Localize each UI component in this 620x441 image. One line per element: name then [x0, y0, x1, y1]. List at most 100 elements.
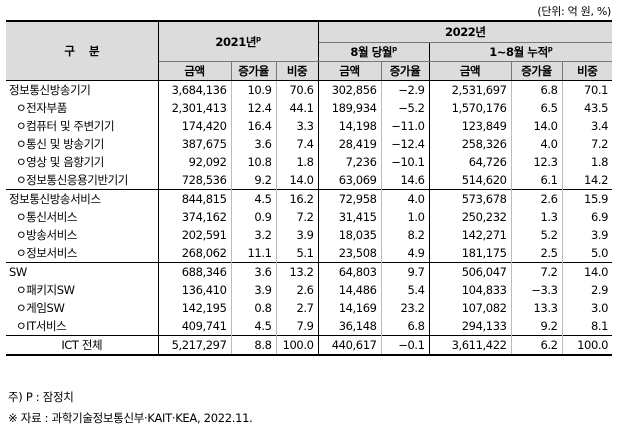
cell-gCum: 7.2: [511, 262, 563, 281]
cell-aCum: 573,678: [429, 189, 512, 208]
cell-sCum: 3.9: [590, 228, 609, 242]
total-cell-gCum: 6.2: [511, 335, 563, 356]
cell-gCum: 6.1: [511, 171, 563, 190]
cell-sCum: 2.9: [590, 283, 609, 297]
cell-aAug: 63,069: [318, 171, 382, 190]
cell-aAug: 302,856: [318, 80, 382, 99]
cell-s2021: 44.1: [276, 99, 319, 117]
cell-s2021: 2.6: [276, 281, 319, 299]
cell-gCum: 14.0: [511, 117, 563, 135]
unit-note: (단위: 억 원, %): [537, 5, 611, 18]
col-amount-aug: 금액: [318, 61, 382, 81]
header-2021: 2021년p: [158, 20, 319, 62]
table-row: ㅇ컴퓨터 및 주변기기 174,420 16.4 3.3 14,198 −11.0 123,…: [6, 117, 612, 135]
cell-a2021: 268,062: [158, 244, 232, 263]
cell-sCum: 5.0: [590, 246, 609, 260]
cell-sCum: 14.0: [562, 262, 613, 281]
cell-aAug: 18,035: [318, 226, 382, 244]
cell-gAug: 4.9: [381, 244, 430, 263]
cell-g2021: 0.9: [231, 208, 277, 226]
cell-s2021: 3.9: [276, 226, 319, 244]
cell-aAug: 23,508: [318, 244, 382, 263]
cell-s2021: 16.2: [276, 189, 319, 208]
cell-a2021: 202,591: [158, 226, 232, 244]
cell-a2021: 844,815: [158, 189, 232, 208]
cell-g2021: 4.5: [231, 189, 277, 208]
cell-sCum: 7.2: [590, 137, 609, 151]
cell-a2021: 3,684,136: [158, 80, 232, 99]
cell-aCum: 107,082: [429, 299, 512, 317]
table-row: ㅇ전자부품 2,301,413 12.4 44.1 189,934 −5.2 1,570,1…: [6, 99, 612, 117]
cell-sCum: 8.1: [590, 319, 609, 333]
cell-s2021: 5.1: [276, 244, 319, 263]
cell-gAug: 5.4: [381, 281, 430, 299]
cell-aAug: 14,198: [318, 117, 382, 135]
cell-s2021: 7.9: [276, 317, 319, 336]
cell-g2021: 0.8: [231, 299, 277, 317]
cell-aCum: 294,133: [429, 317, 512, 336]
cell-a2021: 688,346: [158, 262, 232, 281]
table-row: ㅇ영상 및 음향기기 92,092 10.8 1.8 7,236 −10.1 64,726 1…: [6, 153, 612, 171]
cell-aCum: 1,570,176: [429, 99, 512, 117]
header-2022: 2022년: [318, 20, 613, 43]
table-row: ㅇ통신 및 방송기기 387,675 3.6 7.4 28,419 −12.4 258,32…: [6, 135, 612, 153]
cell-aAug: 7,236: [318, 153, 382, 171]
table-header: 구 분 2021년p 2022년 8월 당월p 1~8월 누적p 금액 증가율 …: [6, 20, 613, 81]
row-label: ㅇ통신서비스: [6, 208, 159, 226]
table-row: ㅇIT서비스 409,741 4.5 7.9 36,148 6.8 294,133 9.2 8.…: [6, 317, 612, 336]
table-row: SW 688,346 3.6 13.2 64,803 9.7 506,047 7.2 14.0: [6, 262, 613, 281]
cell-gCum: −3.3: [511, 281, 563, 299]
cell-g2021: 4.5: [231, 317, 277, 336]
col-amount-2021: 금액: [158, 61, 232, 81]
cell-aAug: 28,419: [318, 135, 382, 153]
total-cell-sCum: 100.0: [562, 335, 613, 356]
row-label: 정보통신방송서비스: [6, 189, 159, 208]
header-august: 8월 당월p: [318, 42, 430, 62]
col-amount-cum: 금액: [429, 61, 512, 81]
row-label: ㅇ패키지SW: [6, 281, 159, 299]
table-row: ㅇ방송서비스 202,591 3.2 3.9 18,035 8.2 142,271 5.2 3.…: [6, 226, 612, 244]
ict-production-table: 구 분 2021년p 2022년 8월 당월p 1~8월 누적p 금액 증가율 …: [6, 20, 613, 356]
cell-gAug: −12.4: [381, 135, 430, 153]
cell-aAug: 14,486: [318, 281, 382, 299]
table-row: ㅇ정보서비스 268,062 11.1 5.1 23,508 4.9 181,175 2.5 5…: [6, 244, 612, 263]
cell-gCum: 13.3: [511, 299, 563, 317]
row-label: ㅇ정보서비스: [6, 244, 159, 263]
cell-s2021: 1.8: [276, 153, 319, 171]
cell-a2021: 2,301,413: [158, 99, 232, 117]
cell-a2021: 387,675: [158, 135, 232, 153]
cell-s2021: 13.2: [276, 262, 319, 281]
cell-gAug: 23.2: [381, 299, 430, 317]
row-label: ㅇ전자부품: [6, 99, 159, 117]
cell-gCum: 2.6: [511, 189, 563, 208]
row-label: ㅇ영상 및 음향기기: [6, 153, 159, 171]
cell-a2021: 374,162: [158, 208, 232, 226]
cell-gAug: 1.0: [381, 208, 430, 226]
cell-aCum: 181,175: [429, 244, 512, 263]
row-label: ㅇ방송서비스: [6, 226, 159, 244]
total-cell-g2021: 8.8: [231, 335, 277, 356]
col-share-cum: 비중: [562, 61, 613, 81]
cell-aCum: 142,271: [429, 226, 512, 244]
cell-s2021: 7.4: [276, 135, 319, 153]
row-label: ㅇ게임SW: [6, 299, 159, 317]
cell-sCum: 3.0: [590, 301, 609, 315]
cell-g2021: 16.4: [231, 117, 277, 135]
table-row: ㅇ통신서비스 374,162 0.9 7.2 31,415 1.0 250,232 1.3 6.…: [6, 208, 612, 226]
cell-gCum: 4.0: [511, 135, 563, 153]
col-growth-cum: 증가율: [511, 61, 563, 81]
col-share-2021: 비중: [276, 61, 319, 81]
cell-s2021: 70.6: [276, 80, 319, 99]
cell-gCum: 9.2: [511, 317, 563, 336]
cell-g2021: 10.8: [231, 153, 277, 171]
row-label: SW: [6, 262, 159, 281]
cell-sCum: 6.9: [590, 210, 609, 224]
total-label: ICT 전체: [6, 335, 159, 356]
cell-gCum: 12.3: [511, 153, 563, 171]
cell-s2021: 2.7: [276, 299, 319, 317]
cell-s2021: 3.3: [276, 117, 319, 135]
cell-a2021: 142,195: [158, 299, 232, 317]
cell-aCum: 64,726: [429, 153, 512, 171]
cell-gAug: 4.0: [381, 189, 430, 208]
cell-a2021: 728,536: [158, 171, 232, 190]
